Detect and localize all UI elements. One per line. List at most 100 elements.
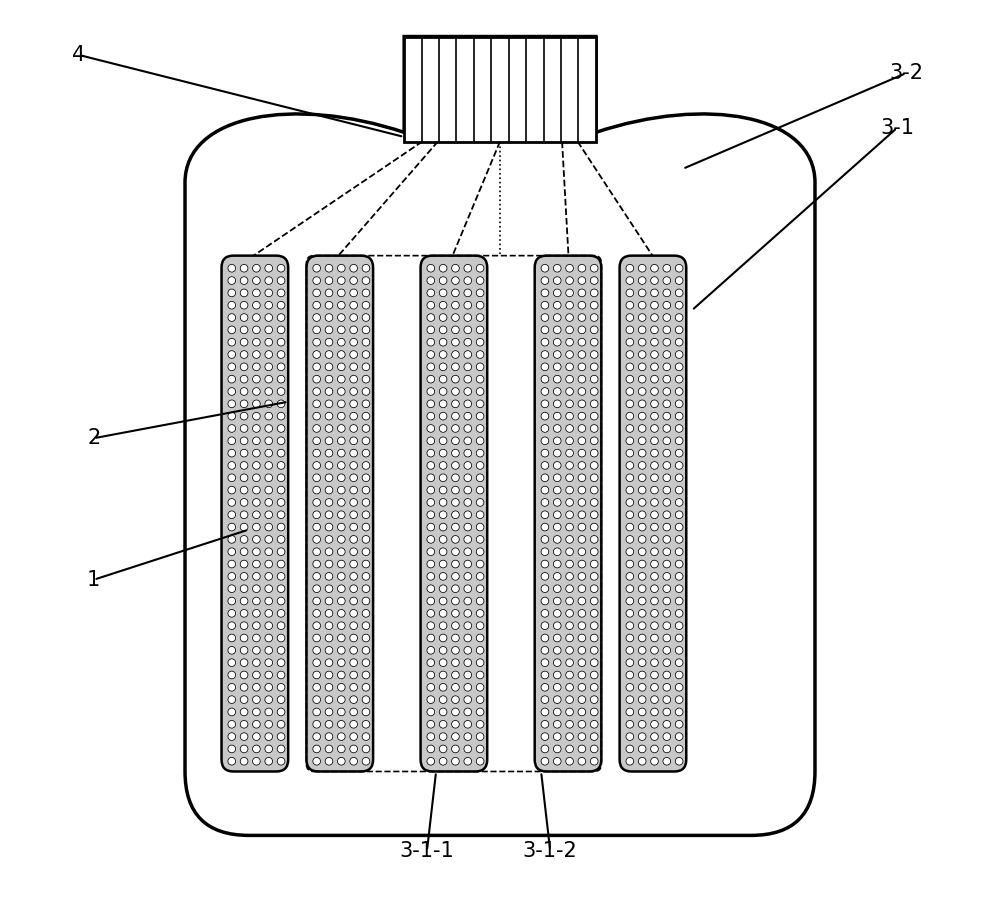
Circle shape — [228, 696, 236, 703]
Circle shape — [663, 449, 671, 456]
Circle shape — [240, 671, 248, 678]
Circle shape — [566, 622, 573, 629]
Circle shape — [277, 413, 285, 420]
Circle shape — [277, 487, 285, 494]
Circle shape — [427, 351, 435, 358]
Circle shape — [362, 572, 370, 581]
Circle shape — [638, 597, 646, 604]
Circle shape — [337, 326, 345, 333]
Circle shape — [313, 498, 321, 506]
Circle shape — [228, 375, 236, 383]
Circle shape — [553, 425, 561, 432]
Circle shape — [476, 301, 484, 309]
Circle shape — [253, 314, 260, 321]
Circle shape — [590, 622, 598, 629]
Circle shape — [651, 375, 658, 383]
Circle shape — [541, 363, 549, 371]
Circle shape — [553, 339, 561, 346]
Circle shape — [362, 758, 370, 765]
Circle shape — [240, 572, 248, 581]
Circle shape — [253, 684, 260, 691]
Circle shape — [427, 511, 435, 519]
Circle shape — [265, 375, 273, 383]
Circle shape — [427, 758, 435, 765]
Circle shape — [313, 523, 321, 530]
Circle shape — [313, 449, 321, 456]
Circle shape — [350, 622, 357, 629]
Circle shape — [337, 659, 345, 666]
Circle shape — [253, 646, 260, 654]
Circle shape — [663, 400, 671, 407]
Circle shape — [578, 610, 586, 617]
Circle shape — [553, 733, 561, 740]
Circle shape — [277, 745, 285, 752]
Circle shape — [566, 474, 573, 481]
Circle shape — [626, 498, 634, 506]
Circle shape — [541, 523, 549, 530]
Circle shape — [578, 498, 586, 506]
Circle shape — [651, 474, 658, 481]
Circle shape — [337, 696, 345, 703]
Circle shape — [427, 388, 435, 395]
Circle shape — [663, 696, 671, 703]
Circle shape — [427, 277, 435, 284]
Circle shape — [439, 363, 447, 371]
Circle shape — [337, 635, 345, 642]
Circle shape — [541, 326, 549, 333]
Circle shape — [337, 351, 345, 358]
Circle shape — [253, 561, 260, 568]
Circle shape — [651, 326, 658, 333]
Circle shape — [228, 437, 236, 445]
Circle shape — [553, 388, 561, 395]
Circle shape — [675, 326, 683, 333]
Circle shape — [265, 548, 273, 555]
Circle shape — [427, 326, 435, 333]
Circle shape — [651, 498, 658, 506]
Circle shape — [350, 351, 357, 358]
Circle shape — [541, 758, 549, 765]
Circle shape — [452, 498, 459, 506]
Circle shape — [228, 289, 236, 297]
Circle shape — [313, 289, 321, 297]
Circle shape — [253, 745, 260, 752]
Circle shape — [439, 548, 447, 555]
Circle shape — [265, 536, 273, 543]
Circle shape — [337, 339, 345, 346]
Circle shape — [566, 572, 573, 581]
Circle shape — [476, 523, 484, 530]
Circle shape — [553, 720, 561, 729]
Circle shape — [452, 437, 459, 445]
Circle shape — [240, 597, 248, 604]
Circle shape — [553, 301, 561, 309]
Circle shape — [541, 314, 549, 321]
Circle shape — [362, 301, 370, 309]
Circle shape — [566, 301, 573, 309]
Circle shape — [362, 363, 370, 371]
Circle shape — [277, 523, 285, 530]
Circle shape — [578, 363, 586, 371]
Circle shape — [578, 622, 586, 629]
Circle shape — [240, 745, 248, 752]
Circle shape — [277, 511, 285, 519]
Circle shape — [675, 622, 683, 629]
Circle shape — [240, 462, 248, 469]
Circle shape — [452, 523, 459, 530]
Circle shape — [578, 425, 586, 432]
Circle shape — [578, 375, 586, 383]
Circle shape — [651, 622, 658, 629]
Circle shape — [566, 339, 573, 346]
Circle shape — [350, 314, 357, 321]
Circle shape — [638, 474, 646, 481]
Circle shape — [675, 289, 683, 297]
Circle shape — [541, 487, 549, 494]
Circle shape — [541, 437, 549, 445]
Circle shape — [277, 462, 285, 469]
Circle shape — [476, 339, 484, 346]
Circle shape — [313, 733, 321, 740]
Circle shape — [350, 388, 357, 395]
Circle shape — [265, 585, 273, 593]
Circle shape — [553, 413, 561, 420]
Circle shape — [626, 708, 634, 716]
Circle shape — [228, 659, 236, 666]
Circle shape — [452, 536, 459, 543]
